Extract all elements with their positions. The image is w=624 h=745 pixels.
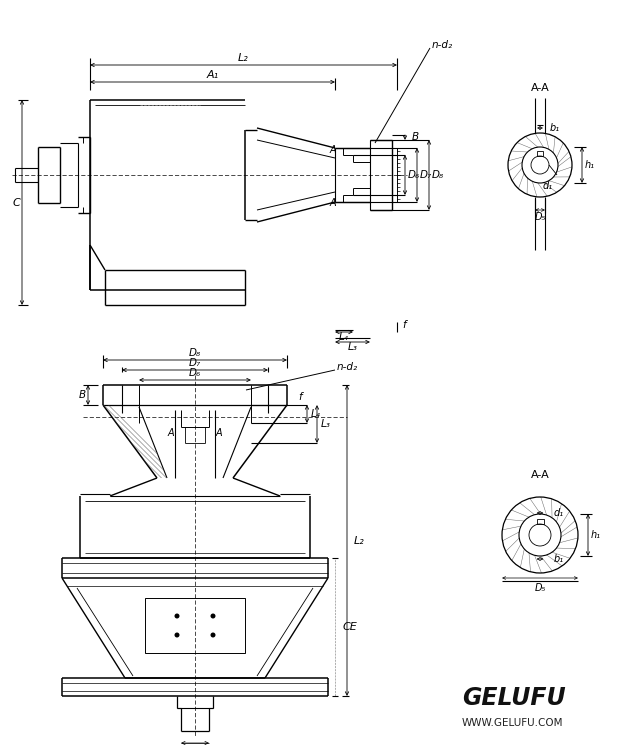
Circle shape (210, 613, 215, 618)
Text: h₁: h₁ (585, 160, 595, 170)
Bar (537, 519, 544, 524)
Text: C: C (13, 197, 21, 208)
Text: WWW.GELUFU.COM: WWW.GELUFU.COM (462, 718, 563, 728)
Text: D₈: D₈ (432, 170, 444, 180)
Text: D₆: D₆ (189, 368, 201, 378)
Text: d₁: d₁ (543, 181, 553, 191)
Text: f: f (402, 320, 406, 330)
Text: D₇: D₇ (420, 170, 432, 180)
Text: A-A: A-A (530, 470, 549, 480)
Text: B: B (412, 132, 419, 142)
Text: L₃: L₃ (321, 419, 331, 429)
Text: L₃: L₃ (348, 342, 358, 352)
Circle shape (210, 633, 215, 638)
Text: L₂: L₂ (354, 536, 365, 545)
Text: h₁: h₁ (591, 530, 601, 540)
Text: D₆: D₆ (408, 170, 420, 180)
Text: D₅: D₅ (534, 212, 545, 222)
Text: A: A (329, 198, 336, 208)
Circle shape (175, 613, 180, 618)
Text: n-d₂: n-d₂ (432, 40, 453, 50)
Text: L₄: L₄ (339, 332, 349, 342)
Text: f: f (298, 392, 302, 402)
Text: b₁: b₁ (553, 554, 563, 564)
Text: n-d₂: n-d₂ (337, 362, 358, 372)
Text: b₁: b₁ (550, 123, 560, 133)
Bar (145, 598, 245, 653)
Text: A: A (216, 428, 222, 438)
Text: A: A (168, 428, 174, 438)
Text: D₅: D₅ (534, 583, 545, 593)
Text: D₈: D₈ (189, 348, 201, 358)
Text: L₄: L₄ (311, 409, 321, 419)
Bar (537, 151, 543, 156)
Text: GELUFU: GELUFU (462, 686, 565, 710)
Text: D₇: D₇ (189, 358, 201, 368)
Text: L₂: L₂ (238, 53, 249, 63)
Circle shape (175, 633, 180, 638)
Text: A₁: A₁ (207, 70, 218, 80)
Text: A: A (329, 145, 336, 155)
Text: CE: CE (343, 622, 358, 632)
Text: B: B (79, 390, 86, 400)
Text: d₁: d₁ (553, 508, 563, 518)
Text: A-A: A-A (530, 83, 549, 93)
